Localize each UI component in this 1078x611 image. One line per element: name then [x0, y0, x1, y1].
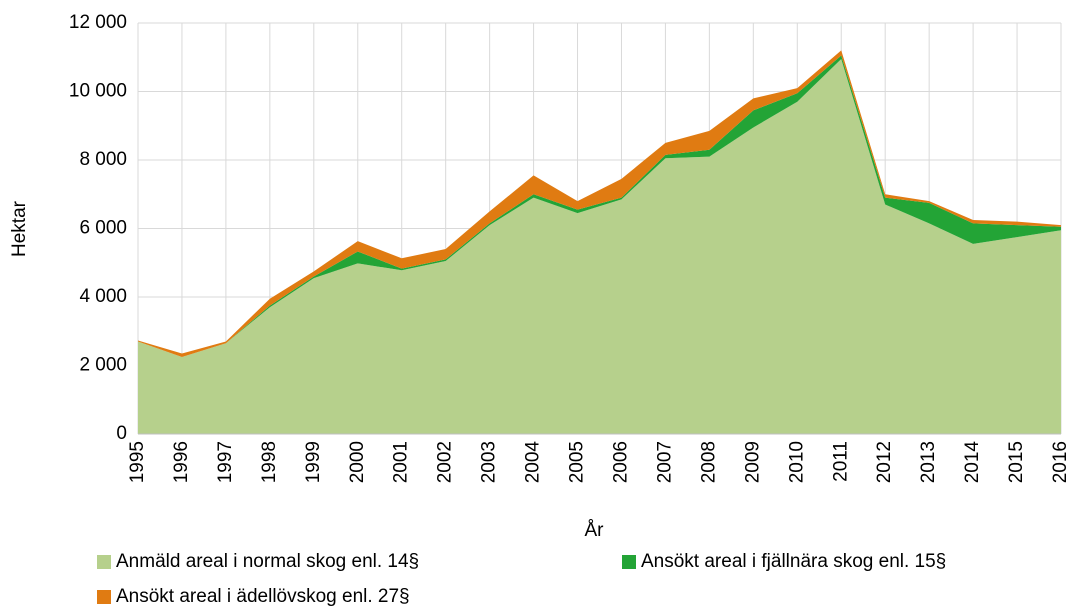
x-tick-label: 1998 — [259, 441, 280, 483]
x-tick-label: 2009 — [742, 441, 763, 483]
x-tick-label: 2000 — [347, 441, 368, 483]
x-tick-label: 2008 — [698, 441, 719, 483]
x-tick-label: 2012 — [874, 441, 895, 483]
x-tick-label: 1996 — [171, 441, 192, 483]
x-tick-label: 2005 — [567, 441, 588, 483]
y-tick-label: 10 000 — [69, 81, 127, 102]
x-tick-label: 2007 — [654, 441, 675, 483]
x-tick-label: 2001 — [391, 441, 412, 483]
x-tick-label: 2002 — [435, 441, 456, 483]
legend-label: Anmäld areal i normal skog enl. 14§ — [116, 551, 419, 572]
x-tick-label: 2013 — [918, 441, 939, 483]
y-tick-label: 12 000 — [69, 12, 127, 33]
y-tick-label: 6 000 — [79, 218, 127, 239]
y-axis-label: Hektar — [9, 200, 30, 257]
y-tick-label: 0 — [116, 423, 127, 444]
x-tick-label: 2011 — [830, 441, 851, 482]
legend-label: Ansökt areal i ädellövskog enl. 27§ — [116, 586, 410, 607]
x-tick-label: 1999 — [303, 441, 324, 483]
x-tick-label: 2014 — [962, 441, 983, 484]
x-tick-label: 1995 — [127, 441, 148, 483]
x-tick-label: 2003 — [479, 441, 500, 483]
area — [138, 55, 1061, 357]
x-tick-label: 1997 — [215, 441, 236, 483]
legend-swatch — [97, 555, 111, 569]
legend-label: Ansökt areal i fjällnära skog enl. 15§ — [641, 551, 946, 572]
x-tick-label: 2006 — [610, 441, 631, 483]
x-tick-label: 2004 — [523, 441, 544, 484]
y-tick-label: 4 000 — [79, 286, 127, 307]
y-tick-label: 8 000 — [79, 149, 127, 170]
legend-swatch — [97, 590, 111, 604]
area — [138, 58, 1061, 435]
x-tick-label: 2016 — [1050, 441, 1071, 483]
x-tick-label: 2015 — [1006, 441, 1027, 483]
y-tick-label: 2 000 — [79, 355, 127, 376]
x-axis-label: År — [585, 520, 605, 541]
legend-swatch — [622, 555, 636, 569]
x-tick-label: 2010 — [786, 441, 807, 483]
